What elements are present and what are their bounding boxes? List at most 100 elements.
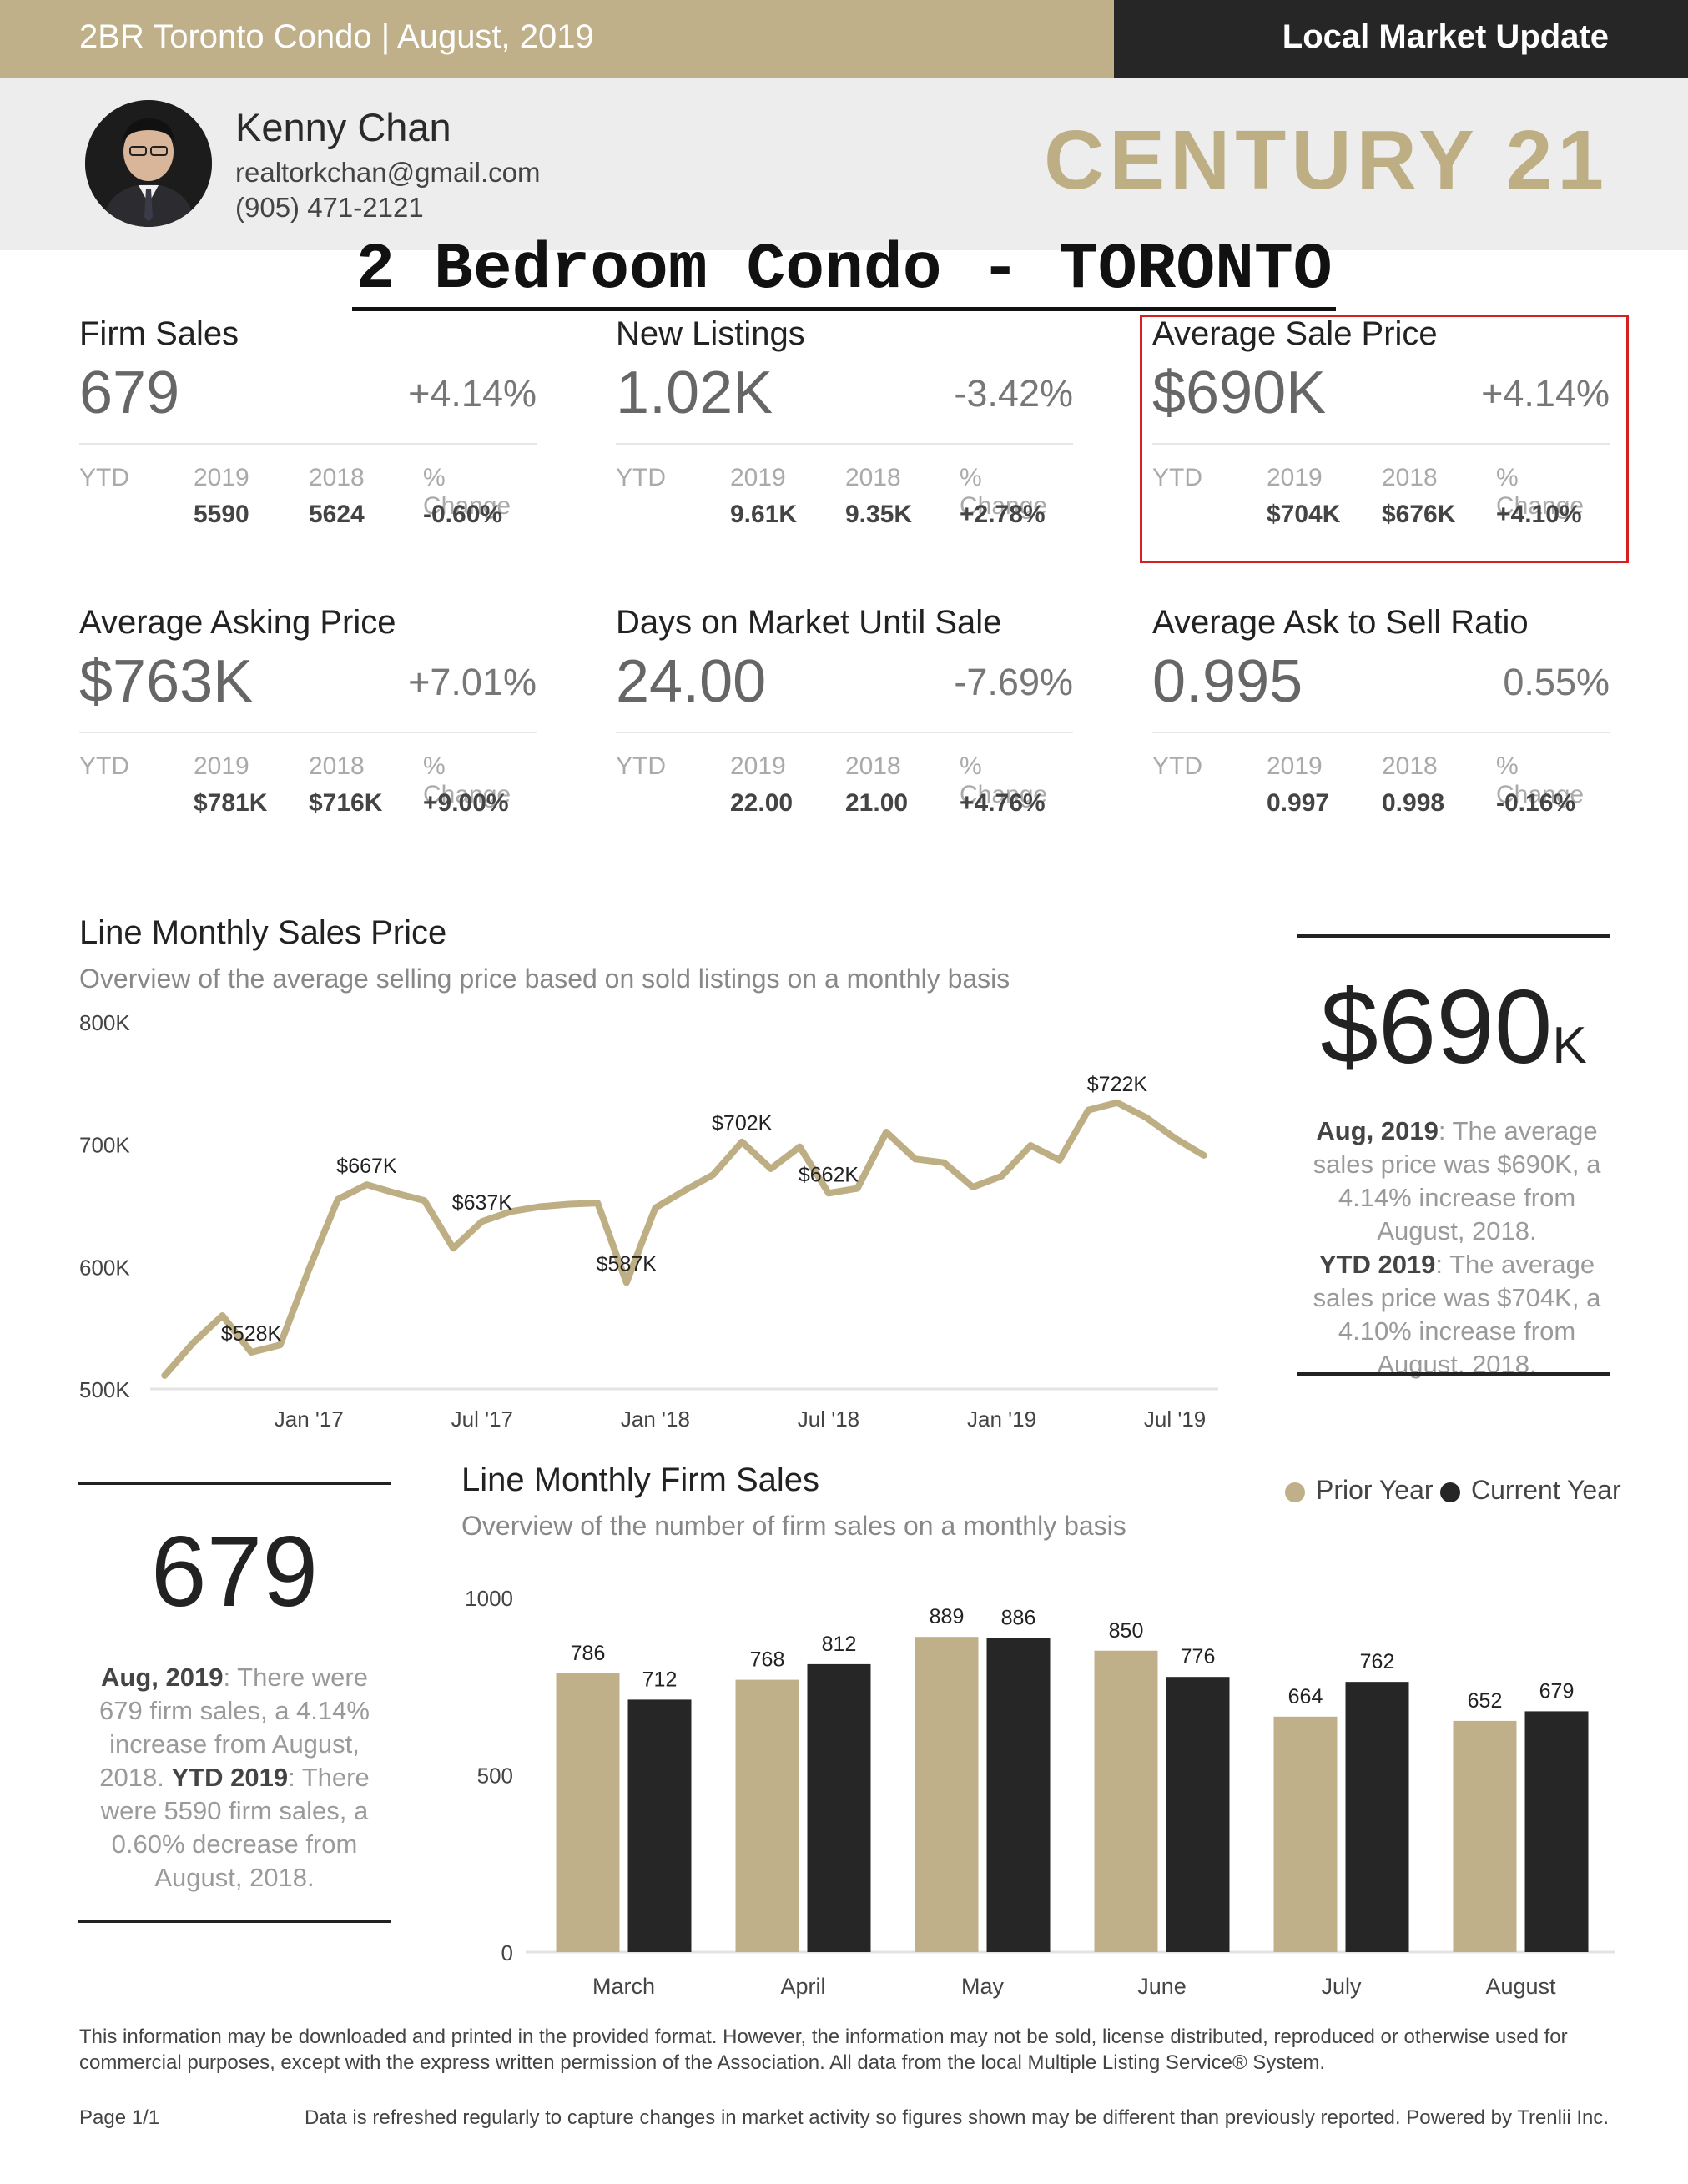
ytd-year-2018: 2018 (1382, 464, 1438, 491)
x-tick-label: Jan '17 (275, 1407, 344, 1432)
metric-card-ask-to-sell-ratio: Average Ask to Sell Ratio 0.995 0.55% YT… (1152, 604, 1610, 863)
ytd-year-2018: 2018 (1382, 752, 1438, 780)
bar-current-year (807, 1663, 871, 1952)
sales-summary: Aug, 2019: There were 679 firm sales, a … (78, 1661, 391, 1895)
bar-prior-year (556, 1673, 620, 1952)
x-tick-label: April (780, 1974, 825, 1999)
bar-prior-year (1273, 1716, 1338, 1952)
metric-title: Average Ask to Sell Ratio (1152, 604, 1529, 641)
ytd-change-value: +4.10% (1496, 501, 1582, 528)
agent-name: Kenny Chan (235, 105, 451, 149)
divider (1152, 732, 1610, 733)
divider (79, 732, 537, 733)
x-tick-label: Jan '18 (621, 1407, 690, 1432)
metric-change: +4.14% (408, 372, 537, 415)
metric-change: +7.01% (408, 661, 537, 703)
bar-value-label: 850 (1109, 1619, 1144, 1643)
metric-card-days-on-market: Days on Market Until Sale 24.00 -7.69% Y… (616, 604, 1073, 863)
ytd-year-2019: 2019 (194, 752, 249, 780)
price-summary-month-text: : The average sales price was $690K, a 4… (1313, 1116, 1601, 1245)
x-tick-label: June (1137, 1974, 1187, 1999)
legend-prior-year: Prior Year (1316, 1475, 1434, 1505)
ytd-2018-value: $716K (309, 789, 383, 817)
ytd-change-label: % Change (423, 464, 511, 520)
bar-value-label: 679 (1539, 1679, 1575, 1703)
sales-chart-title: Line Monthly Firm Sales (461, 1462, 820, 1498)
x-tick-label: Jul '18 (798, 1407, 859, 1432)
ytd-change-label: % Change (1496, 752, 1585, 808)
ytd-year-2018: 2018 (309, 464, 365, 491)
ytd-2018-value: $676K (1382, 501, 1456, 528)
ytd-label: YTD (1152, 752, 1202, 780)
bar-value-label: 786 (571, 1642, 606, 1665)
ytd-change-label: % Change (960, 464, 1048, 520)
ytd-year-2018: 2018 (845, 752, 901, 780)
ytd-label: YTD (1152, 464, 1202, 491)
report-title-bar: 2BR Toronto Condo | August, 2019 (0, 0, 1114, 78)
ytd-2019-value: $781K (194, 789, 268, 817)
brand-logo: CENTURY 21 (1044, 113, 1609, 207)
metric-change: -3.42% (954, 372, 1073, 415)
side-rule-top (78, 1482, 391, 1485)
agent-photo-icon (85, 100, 212, 227)
sales-summary-month-text: : There were 679 firm sales, a 4.14% inc… (99, 1663, 370, 1792)
data-label: $587K (597, 1252, 658, 1276)
sales-summary-ytd-text: : There were 5590 firm sales, a 0.60% de… (100, 1763, 370, 1892)
x-tick-label: Jul '17 (451, 1407, 513, 1432)
side-rule-bottom (1297, 1372, 1610, 1376)
ytd-2018-value: 5624 (309, 501, 365, 528)
y-tick-label: 700K (79, 1133, 130, 1158)
y-tick-label: 500K (79, 1377, 130, 1402)
disclaimer: This information may be downloaded and p… (79, 2025, 1568, 2074)
bar-value-label: 762 (1360, 1650, 1395, 1673)
report-title: 2BR Toronto Condo | August, 2019 (79, 18, 594, 55)
price-line-chart: 500K 600K 700K 800K Jan '17 Jul '17 Jan '18 Jul… (79, 1010, 1218, 1432)
data-label: $667K (336, 1155, 397, 1178)
bar-value-label: 712 (642, 1668, 678, 1691)
ytd-label: YTD (79, 752, 129, 780)
metric-card-average-asking-price: Average Asking Price $763K +7.01% YTD 20… (79, 604, 537, 863)
ytd-change-label: % Change (423, 752, 511, 808)
sales-bar-chart: 0 500 1000 March 786 712 April 768 812 May 889 886 J… (465, 1586, 1615, 1999)
data-label: $637K (452, 1191, 513, 1215)
agent-email[interactable]: realtorkchan@gmail.com (235, 157, 541, 188)
side-rule-top (1297, 934, 1610, 938)
legend-swatch-current (1440, 1482, 1460, 1502)
ytd-change-label: % Change (960, 752, 1048, 808)
ytd-2019-value: 22.00 (730, 789, 794, 817)
ytd-label: YTD (79, 464, 129, 491)
x-tick-label: Jan '19 (967, 1407, 1036, 1432)
ytd-2018-value: 21.00 (845, 789, 909, 817)
ytd-2019-value: 5590 (194, 501, 249, 528)
x-tick-label: Jul '19 (1144, 1407, 1206, 1432)
refresh-note: Data is refreshed regularly to capture c… (305, 2106, 1609, 2129)
divider (1152, 443, 1610, 445)
x-tick-label: March (592, 1974, 655, 1999)
metric-card-average-sale-price: Average Sale Price $690K +4.14% YTD 2019… (1152, 315, 1610, 574)
price-big-number: $690 (1320, 969, 1553, 1085)
metric-change: -7.69% (954, 661, 1073, 703)
metric-title: Days on Market Until Sale (616, 604, 1002, 641)
data-label: $722K (1087, 1073, 1148, 1096)
ytd-year-2019: 2019 (730, 752, 786, 780)
metric-change: 0.55% (1503, 661, 1610, 703)
bar-current-year (1345, 1682, 1409, 1952)
ytd-year-2019: 2019 (730, 464, 786, 491)
agent-phone[interactable]: (905) 471-2121 (235, 192, 424, 223)
ytd-year-2019: 2019 (1267, 464, 1323, 491)
bar-value-label: 886 (1001, 1606, 1036, 1629)
ytd-change-value: +2.78% (960, 501, 1046, 528)
metric-card-new-listings: New Listings 1.02K -3.42% YTD 2019 2018 … (616, 315, 1073, 574)
ytd-change-label: % Change (1496, 464, 1585, 520)
x-tick-label: May (961, 1974, 1005, 1999)
y-tick-label: 800K (79, 1010, 130, 1035)
bar-value-label: 812 (822, 1633, 857, 1656)
ytd-label: YTD (616, 752, 666, 780)
market-update-badge-bar: Local Market Update (1114, 0, 1688, 78)
price-chart-subtitle: Overview of the average selling price ba… (79, 964, 1010, 994)
price-summary: Aug, 2019: The average sales price was $… (1297, 1115, 1617, 1381)
ytd-change-value: +4.76% (960, 789, 1046, 817)
divider (616, 732, 1073, 733)
metric-value: $763K (79, 648, 254, 715)
ytd-2018-value: 9.35K (845, 501, 913, 528)
